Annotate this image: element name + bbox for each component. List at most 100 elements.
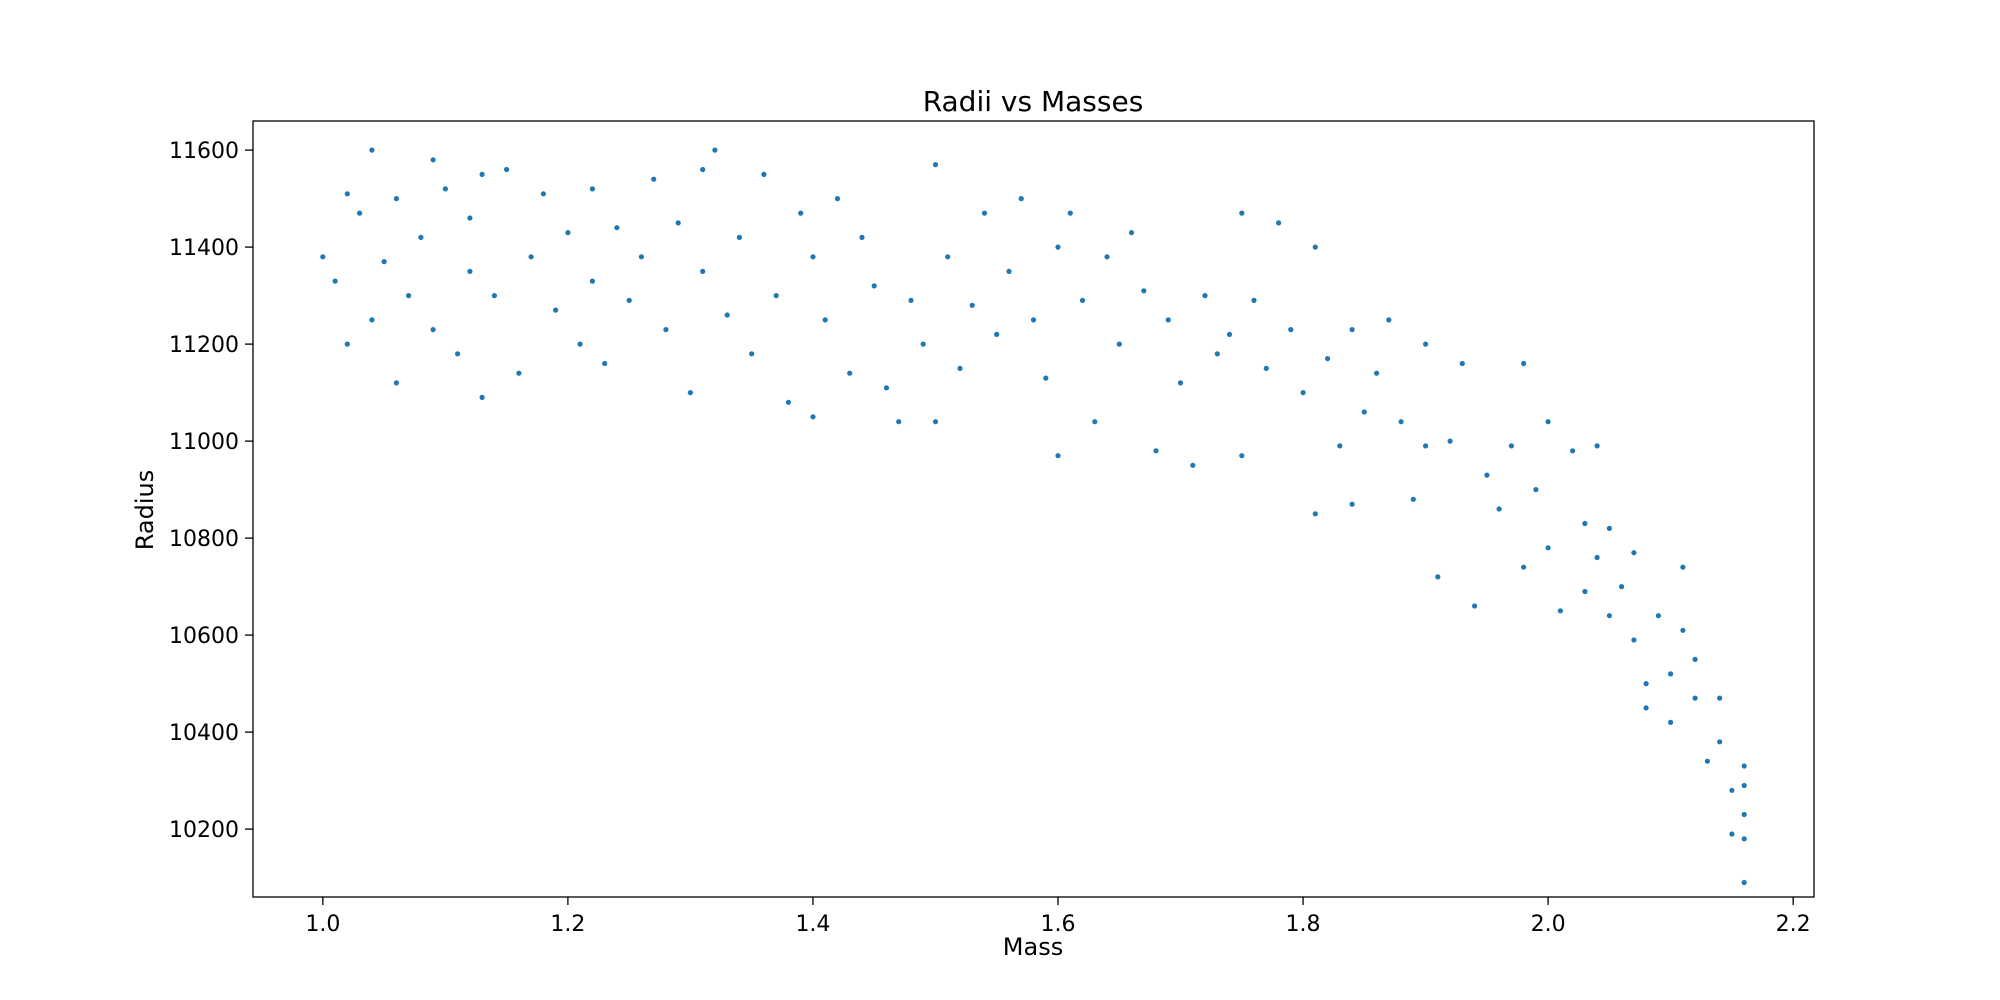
data-point [1484, 472, 1490, 478]
data-point [651, 176, 657, 182]
data-point [1177, 380, 1184, 386]
data-point [1619, 584, 1625, 590]
data-point [957, 365, 963, 371]
data-point [1067, 210, 1073, 216]
y-tick-label: 10400 [169, 721, 239, 746]
x-tick-label: 2.2 [1776, 912, 1811, 937]
data-point [442, 186, 448, 192]
data-point [479, 394, 485, 400]
data-point [1226, 331, 1233, 337]
x-tick-label: 1.4 [795, 912, 830, 937]
data-point [504, 166, 510, 173]
x-tick-label: 1.2 [550, 912, 585, 937]
data-point [1741, 836, 1747, 842]
data-point [663, 327, 669, 333]
data-point [1729, 831, 1735, 837]
data-point [553, 307, 559, 313]
data-point [687, 390, 694, 396]
data-point [1496, 506, 1502, 512]
data-point [1704, 758, 1710, 764]
y-axis: 10200 10400 10600 10800 11000 11200 11400 11600 [169, 139, 253, 843]
data-point [1153, 448, 1159, 454]
data-point [1594, 554, 1600, 561]
data-point [1202, 293, 1208, 299]
data-point [344, 341, 350, 347]
data-point [700, 166, 706, 173]
data-point [1717, 739, 1723, 745]
data-point [467, 215, 473, 221]
data-point [1643, 705, 1649, 711]
data-point [602, 360, 608, 367]
data-point [577, 341, 583, 347]
data-point [1680, 564, 1686, 570]
data-point [773, 293, 779, 299]
data-point [1337, 443, 1343, 449]
data-point [1128, 230, 1135, 236]
data-point [712, 147, 718, 153]
data-point [638, 254, 645, 260]
data-point [1092, 419, 1098, 425]
data-point [810, 414, 816, 420]
data-point [1386, 317, 1392, 323]
data-point [1435, 574, 1441, 580]
data-point [1423, 443, 1429, 449]
data-point [1288, 327, 1294, 333]
data-point [1508, 443, 1514, 449]
data-point [540, 191, 547, 197]
data-point [1459, 360, 1465, 367]
y-tick-label: 10800 [169, 527, 239, 552]
data-point [1594, 443, 1600, 449]
data-point [896, 419, 902, 425]
y-tick-label: 10200 [169, 818, 239, 843]
data-point [1741, 811, 1747, 818]
data-point [1545, 419, 1551, 425]
data-point [724, 312, 730, 318]
data-point [1410, 496, 1416, 502]
data-point [418, 234, 424, 240]
chart-title: Radii vs Masses [923, 85, 1144, 118]
data-point [908, 297, 914, 303]
data-point [1276, 220, 1282, 226]
data-point [455, 351, 461, 357]
data-point [1116, 341, 1122, 347]
data-point [1533, 487, 1539, 493]
plot-frame [252, 120, 1815, 898]
data-point [1570, 448, 1576, 454]
data-point [381, 259, 387, 265]
data-point [528, 254, 534, 260]
data-point [1079, 297, 1086, 303]
x-tick-label: 1.6 [1041, 912, 1076, 937]
data-point [1374, 370, 1380, 376]
data-point [1729, 787, 1735, 793]
data-point [1325, 356, 1331, 362]
data-point [749, 351, 755, 357]
data-point [1741, 782, 1747, 789]
data-point [1190, 462, 1196, 468]
data-point [1239, 210, 1245, 216]
data-point [1606, 525, 1612, 532]
data-points [320, 147, 1747, 886]
data-point [1582, 588, 1588, 595]
y-tick-label: 11200 [169, 333, 239, 358]
data-point [344, 191, 350, 197]
data-point [357, 210, 363, 216]
data-point [798, 210, 804, 216]
data-point [969, 302, 975, 308]
data-point [491, 293, 497, 299]
data-point [1521, 360, 1527, 367]
data-point [1398, 419, 1404, 425]
data-point [589, 278, 596, 284]
data-point [626, 297, 632, 303]
y-tick-label: 11400 [169, 236, 239, 261]
data-point [332, 278, 338, 284]
x-tick-label: 1.0 [305, 912, 340, 937]
data-point [1055, 453, 1061, 459]
data-point [859, 234, 865, 240]
data-point [1018, 196, 1024, 202]
data-point [1680, 627, 1686, 633]
data-point [700, 268, 706, 274]
data-point [1165, 317, 1171, 323]
data-point [1349, 327, 1355, 333]
data-point [1557, 608, 1563, 614]
